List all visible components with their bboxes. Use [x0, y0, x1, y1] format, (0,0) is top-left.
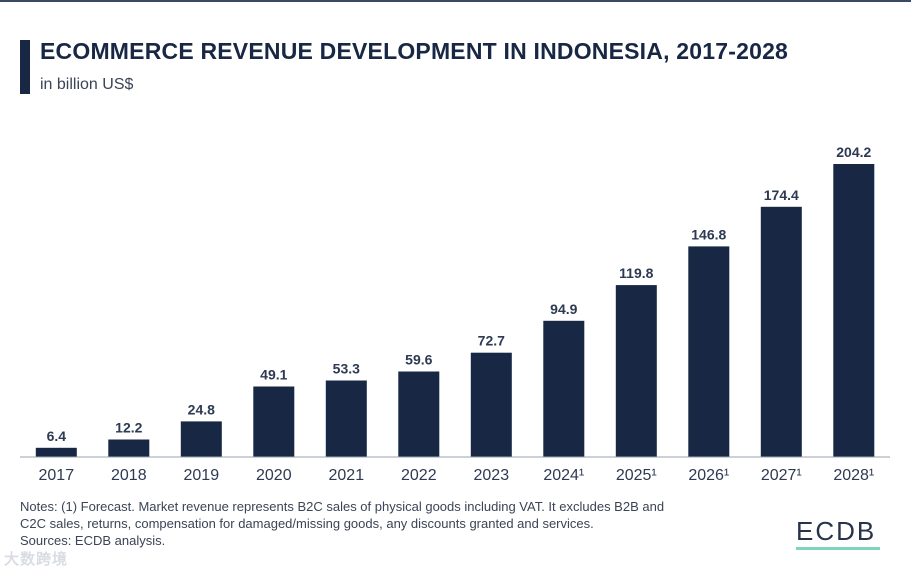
bar-4 — [325, 380, 367, 457]
data-label-7: 94.9 — [550, 301, 577, 317]
bar-3 — [253, 386, 295, 457]
bar-chart: 6.4 2017 12.2 2018 24.8 2019 49.1 2020 53.3 2021 5… — [20, 144, 890, 484]
data-label-4: 53.3 — [333, 361, 360, 377]
x-tick-label-4: 2021 — [329, 467, 365, 484]
x-tick-label-3: 2020 — [256, 467, 292, 484]
x-tick-label-0: 2017 — [39, 467, 75, 484]
bar-0 — [35, 447, 77, 457]
bar-10 — [760, 206, 802, 457]
notes-line-2: C2C sales, returns, compensation for dam… — [20, 516, 594, 531]
data-label-0: 6.4 — [47, 428, 67, 444]
data-label-2: 24.8 — [188, 401, 215, 417]
bar-11 — [833, 164, 875, 457]
x-tick-label-5: 2022 — [401, 467, 437, 484]
chart-subtitle: in billion US$ — [40, 76, 134, 93]
data-label-6: 72.7 — [478, 333, 505, 349]
chart-notes: Notes: (1) Forecast. Market revenue repr… — [20, 498, 750, 549]
bar-7 — [543, 320, 585, 457]
data-label-11: 204.2 — [836, 144, 871, 160]
logo-underline — [796, 547, 880, 550]
x-tick-label-7: 2024¹ — [543, 467, 584, 484]
bar-9 — [688, 246, 730, 457]
sources-line: Sources: ECDB analysis. — [20, 533, 166, 548]
title-accent-bar — [20, 40, 30, 94]
bar-8 — [615, 285, 657, 457]
bar-6 — [470, 352, 512, 457]
x-tick-label-9: 2026¹ — [688, 467, 729, 484]
top-rule — [0, 0, 911, 2]
x-tick-label-1: 2018 — [111, 467, 147, 484]
watermark: 大数跨境 — [4, 551, 69, 568]
data-label-5: 59.6 — [405, 352, 432, 368]
data-label-3: 49.1 — [260, 367, 287, 383]
x-tick-label-10: 2027¹ — [761, 467, 802, 484]
x-tick-label-8: 2025¹ — [616, 467, 657, 484]
data-label-8: 119.8 — [619, 265, 653, 281]
bar-2 — [180, 421, 222, 457]
x-tick-label-2: 2019 — [184, 467, 220, 484]
data-label-1: 12.2 — [115, 420, 142, 436]
x-tick-label-11: 2028¹ — [833, 467, 874, 484]
bar-5 — [398, 371, 440, 457]
chart-title: ECOMMERCE REVENUE DEVELOPMENT IN INDONES… — [40, 38, 789, 64]
data-label-10: 174.4 — [764, 187, 799, 203]
bar-1 — [108, 439, 150, 457]
ecdb-logo: ECDB — [796, 516, 877, 546]
notes-line-1: Notes: (1) Forecast. Market revenue repr… — [20, 499, 665, 514]
data-label-9: 146.8 — [691, 226, 726, 242]
x-tick-label-6: 2023 — [474, 467, 510, 484]
bars-group: 6.4 2017 12.2 2018 24.8 2019 49.1 2020 53.3 2021 5… — [35, 144, 875, 484]
